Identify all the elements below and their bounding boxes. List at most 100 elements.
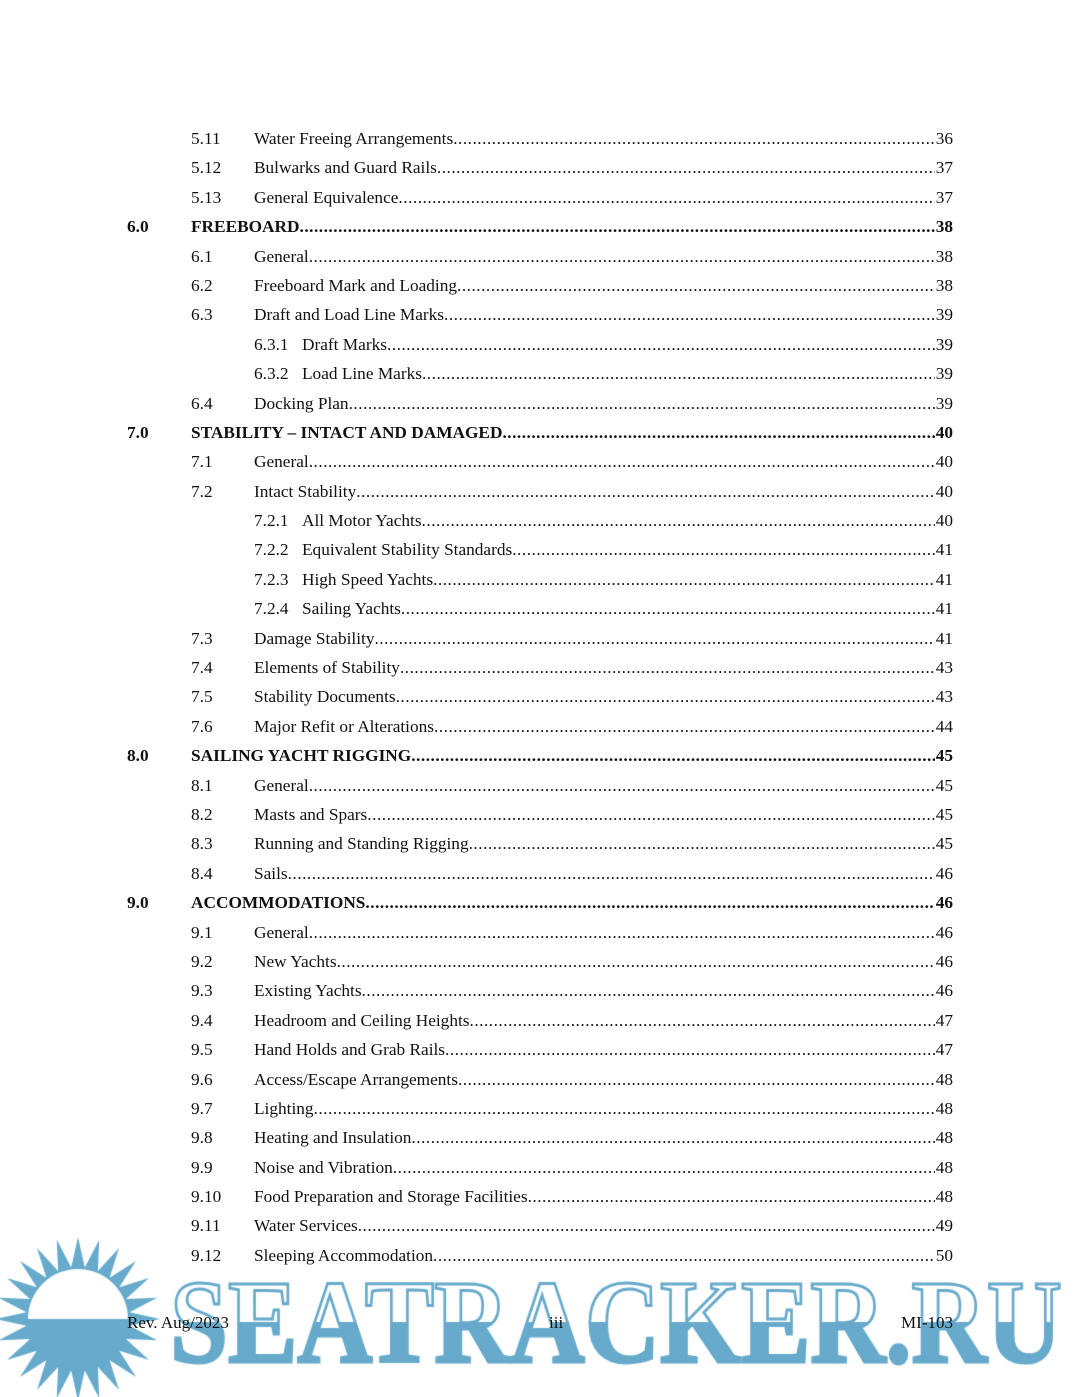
toc-entry-title: Equivalent Stability Standards: [302, 540, 513, 560]
toc-entry[interactable]: 7.4 Elements of Stability 43: [0, 656, 1080, 685]
dot-leader: [458, 1068, 935, 1092]
toc-entry-page: 45: [935, 804, 953, 824]
toc-entry[interactable]: 7.6 Major Refit or Alterations 44: [0, 715, 1080, 744]
toc-entry-page: 46: [935, 951, 953, 971]
toc-entry[interactable]: 6.1 General 38: [0, 245, 1080, 274]
toc-entry-title: Freeboard Mark and Loading: [254, 275, 457, 295]
toc-entry[interactable]: 9.1 General 46: [0, 921, 1080, 950]
toc-entry[interactable]: 5.12 Bulwarks and Guard Rails 37: [0, 156, 1080, 185]
dot-leader: [469, 832, 935, 856]
toc-entry[interactable]: 6.4 Docking Plan 39: [0, 392, 1080, 421]
toc-entry-page: 38: [935, 246, 953, 266]
dot-leader: [400, 656, 935, 680]
toc-entry[interactable]: 6.2 Freeboard Mark and Loading 38: [0, 274, 1080, 303]
toc-entry-title: Hand Holds and Grab Rails: [254, 1040, 446, 1060]
toc-entry[interactable]: 7.2.1 All Motor Yachts 40: [0, 509, 1080, 538]
toc-entry-number: 6.3.1: [254, 334, 289, 354]
toc-entry[interactable]: 7.2.3 High Speed Yachts 41: [0, 568, 1080, 597]
toc-entry-number: 5.12: [191, 158, 222, 178]
dot-leader: [365, 891, 934, 915]
toc-entry[interactable]: 7.1 General 40: [0, 450, 1080, 479]
toc-entry[interactable]: 8.4 Sails 46: [0, 862, 1080, 891]
dot-leader: [374, 627, 934, 651]
toc-entry-title: Existing Yachts: [254, 981, 362, 1001]
dot-leader: [288, 862, 935, 886]
toc-entry[interactable]: 6.3.2 Load Line Marks 39: [0, 362, 1080, 391]
toc-entry-number: 5.13: [191, 187, 222, 207]
toc-entry-number: 8.2: [191, 804, 213, 824]
toc-entry-number: 9.5: [191, 1040, 213, 1060]
toc-entry[interactable]: 8.3 Running and Standing Rigging 45: [0, 832, 1080, 861]
toc-entry[interactable]: 6.0 FREEBOARD 38: [0, 215, 1080, 244]
toc-entry[interactable]: 9.2 New Yachts 46: [0, 950, 1080, 979]
toc-entry-title: Sailing Yachts: [302, 599, 401, 619]
toc-entry[interactable]: 7.0 STABILITY – INTACT AND DAMAGED 40: [0, 421, 1080, 450]
toc-entry[interactable]: 9.10 Food Preparation and Storage Facilit…: [0, 1185, 1080, 1214]
toc-entry[interactable]: 9.4 Headroom and Ceiling Heights 47: [0, 1009, 1080, 1038]
dot-leader: [453, 127, 935, 151]
toc-entry-title: General: [254, 775, 309, 795]
toc-entry[interactable]: 6.3.1 Draft Marks 39: [0, 333, 1080, 362]
toc-entry-page: 44: [935, 716, 953, 736]
toc-entry-title: Food Preparation and Storage Facilities: [254, 1187, 528, 1207]
toc-entry-number: 6.4: [191, 393, 213, 413]
toc-entry-number: 7.2.3: [254, 569, 289, 589]
toc-entry[interactable]: 5.13 General Equivalence 37: [0, 186, 1080, 215]
toc-entry-page: 45: [935, 834, 953, 854]
toc-entry-number: 9.9: [191, 1157, 213, 1177]
toc-entry-title: FREEBOARD: [191, 217, 300, 237]
toc-entry[interactable]: 8.0 SAILING YACHT RIGGING 45: [0, 744, 1080, 773]
toc-entry-page: 47: [935, 1010, 953, 1030]
dot-leader: [434, 715, 935, 739]
toc-entry[interactable]: 8.2 Masts and Spars 45: [0, 803, 1080, 832]
toc-entry-number: 6.3.2: [254, 364, 289, 384]
toc-entry-title: Access/Escape Arrangements: [254, 1069, 458, 1089]
dot-leader: [444, 303, 935, 327]
toc-entry-page: 48: [935, 1098, 953, 1118]
toc-entry[interactable]: 9.0 ACCOMMODATIONS 46: [0, 891, 1080, 920]
toc-entry-title: New Yachts: [254, 951, 337, 971]
toc-entry-page: 48: [935, 1069, 953, 1089]
toc-entry[interactable]: 5.11 Water Freeing Arrangements 36: [0, 127, 1080, 156]
dot-leader: [502, 421, 934, 445]
toc-entry[interactable]: 7.2 Intact Stability 40: [0, 480, 1080, 509]
toc-entry-title: Heating and Insulation: [254, 1128, 412, 1148]
toc-entry[interactable]: 7.5 Stability Documents 43: [0, 685, 1080, 714]
toc-entry-page: 41: [935, 599, 953, 619]
dot-leader: [445, 1038, 935, 1062]
toc-entry[interactable]: 8.1 General 45: [0, 774, 1080, 803]
toc-entry[interactable]: 7.2.4 Sailing Yachts 41: [0, 597, 1080, 626]
toc-entry[interactable]: 6.3 Draft and Load Line Marks 39: [0, 303, 1080, 332]
dot-leader: [411, 744, 934, 768]
table-of-contents: 5.11 Water Freeing Arrangements 36 5.12 Bulw…: [0, 127, 1080, 1273]
toc-entry-page: 46: [935, 981, 953, 1001]
toc-entry[interactable]: 9.8 Heating and Insulation 48: [0, 1126, 1080, 1155]
toc-entry-title: High Speed Yachts: [302, 569, 434, 589]
toc-entry[interactable]: 9.5 Hand Holds and Grab Rails 47: [0, 1038, 1080, 1067]
toc-entry[interactable]: 9.7 Lighting 48: [0, 1097, 1080, 1126]
toc-entry[interactable]: 7.2.2 Equivalent Stability Standards 41: [0, 538, 1080, 567]
toc-entry-page: 45: [935, 775, 953, 795]
toc-entry-title: Lighting: [254, 1098, 314, 1118]
toc-entry-number: 7.6: [191, 716, 213, 736]
dot-leader: [362, 979, 935, 1003]
toc-entry-page: 39: [935, 334, 953, 354]
toc-entry-page: 45: [935, 746, 953, 766]
toc-entry[interactable]: 9.3 Existing Yachts 46: [0, 979, 1080, 1008]
toc-entry[interactable]: 9.9 Noise and Vibration 48: [0, 1156, 1080, 1185]
toc-entry-title: Load Line Marks: [302, 364, 422, 384]
dot-leader: [309, 245, 935, 269]
dot-leader: [309, 774, 935, 798]
toc-entry-number: 6.0: [127, 217, 149, 237]
toc-entry[interactable]: 7.3 Damage Stability 41: [0, 627, 1080, 656]
toc-entry-page: 40: [935, 481, 953, 501]
dot-leader: [528, 1185, 935, 1209]
toc-entry[interactable]: 9.6 Access/Escape Arrangements 48: [0, 1068, 1080, 1097]
dot-leader: [422, 362, 935, 386]
dot-leader: [437, 156, 935, 180]
dot-leader: [512, 538, 934, 562]
toc-entry-title: Draft Marks: [302, 334, 387, 354]
watermark-logo: [0, 1235, 1080, 1397]
toc-entry[interactable]: 9.11 Water Services 49: [0, 1214, 1080, 1243]
toc-entry-page: 40: [935, 422, 953, 442]
